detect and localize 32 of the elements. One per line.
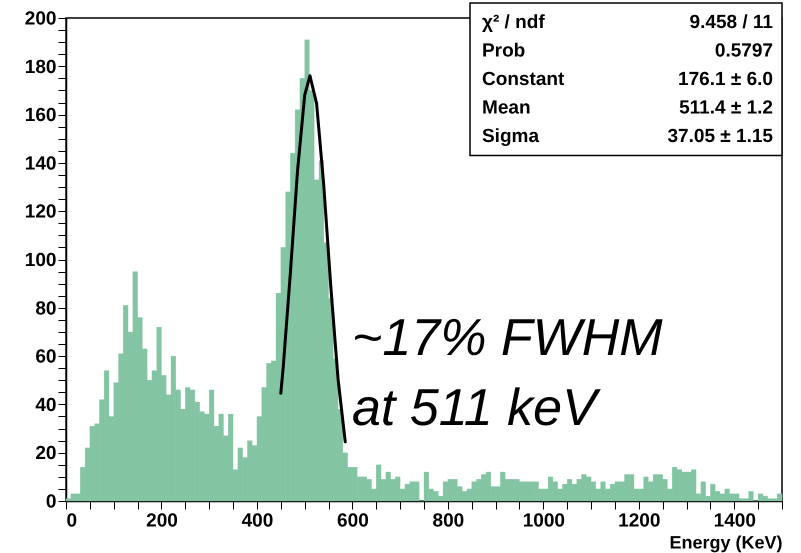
y-tick-label: 0 <box>46 492 56 512</box>
y-tick-label: 180 <box>24 56 56 78</box>
y-tick-label: 160 <box>24 105 56 126</box>
y-tick-label: 200 <box>24 8 56 30</box>
annotation: Sigma <box>482 126 540 147</box>
annotation: 37.05 ± 1.15 <box>667 126 774 147</box>
y-tick-label: 140 <box>24 153 56 174</box>
x-tick-label: 1000 <box>522 510 565 532</box>
annotation: χ² / ndf <box>482 12 546 33</box>
y-tick-label: 100 <box>24 250 56 271</box>
annotation: at 511 keV <box>352 379 602 437</box>
annotation: 9.458 / 11 <box>690 12 774 33</box>
annotation: ~17% FWHM <box>352 309 664 367</box>
annotation: Mean <box>482 98 531 118</box>
x-tick-label: 400 <box>242 510 274 532</box>
y-tick-label: 80 <box>35 298 56 320</box>
y-tick-label: 60 <box>35 346 56 368</box>
x-axis-title: Energy (KeV) <box>669 532 782 552</box>
y-tick-label: 20 <box>35 443 56 464</box>
y-tick-label: 120 <box>24 202 56 223</box>
annotation: Prob <box>482 40 526 62</box>
annotation: Constant <box>482 69 565 90</box>
annotation: 176.1 ± 6.0 <box>678 69 773 90</box>
annotation: 0.5797 <box>714 40 773 62</box>
annotation: 511.4 ± 1.2 <box>679 98 773 118</box>
x-tick-label: 200 <box>146 510 178 532</box>
x-tick-label: 600 <box>337 510 369 532</box>
x-tick-label: 1400 <box>714 510 756 532</box>
x-tick-label: 1200 <box>618 510 660 532</box>
y-tick-label: 40 <box>35 394 56 416</box>
x-tick-label: 0 <box>66 510 78 532</box>
x-tick-label: 800 <box>432 510 464 532</box>
